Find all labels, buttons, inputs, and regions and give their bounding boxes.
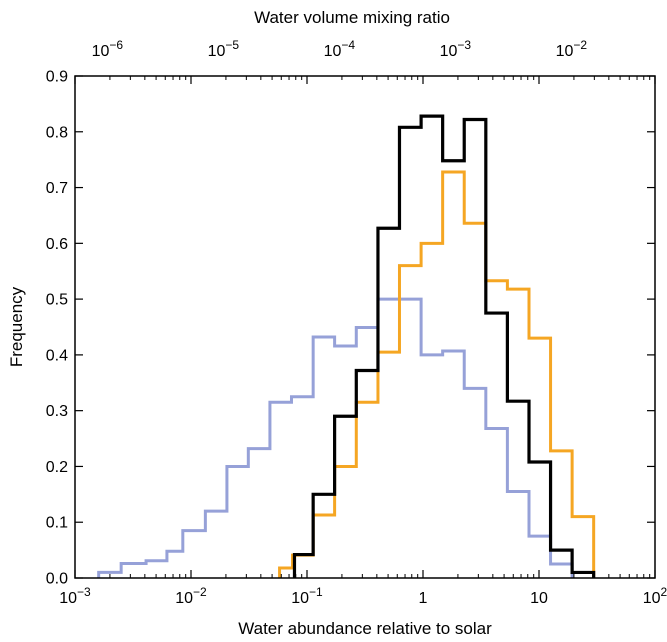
- x-axis-title: Water abundance relative to solar: [238, 619, 492, 638]
- y-tick-label: 0.9: [46, 69, 68, 86]
- x-tick-label: 10−1: [291, 585, 323, 607]
- y-tick-label: 0.4: [46, 347, 68, 364]
- y-tick-label: 0.0: [46, 571, 68, 588]
- y-tick-label: 0.2: [46, 459, 68, 476]
- y-tick-label: 0.8: [46, 124, 68, 141]
- plot-frame: [74, 75, 656, 579]
- x-tick-label: 10−3: [59, 585, 91, 607]
- histogram-series-1: [97, 297, 574, 578]
- y-tick-label: 0.7: [46, 180, 68, 197]
- x-tick-label: 1: [419, 590, 428, 607]
- top-x-tick-label: 10−3: [440, 38, 472, 60]
- series-layer: [97, 114, 596, 578]
- x-tick-label: 10−2: [175, 585, 207, 607]
- top-x-tick-label: 10−6: [92, 38, 124, 60]
- y-tick-label: 0.3: [46, 403, 68, 420]
- histogram-series-2: [278, 170, 596, 578]
- y-tick-label: 0.6: [46, 236, 68, 253]
- y-axis-title: Frequency: [7, 286, 26, 367]
- x-tick-label: 10: [530, 590, 548, 607]
- histogram-series-3: [292, 114, 596, 578]
- y-tick-label: 0.5: [46, 292, 68, 309]
- labels-layer: 10−3 10−2 10−1 1 10 102 10−6 10−5 10−4 10−3 10−2 0.…: [46, 38, 667, 607]
- y-tick-label: 0.1: [46, 515, 68, 532]
- top-x-tick-label: 10−4: [324, 38, 356, 60]
- top-x-tick-label: 10−5: [208, 38, 240, 60]
- top-axis-title: Water volume mixing ratio: [254, 8, 450, 27]
- top-x-tick-label: 10−2: [556, 38, 588, 60]
- x-tick-label: 102: [643, 585, 667, 607]
- ticks-layer: [74, 75, 656, 579]
